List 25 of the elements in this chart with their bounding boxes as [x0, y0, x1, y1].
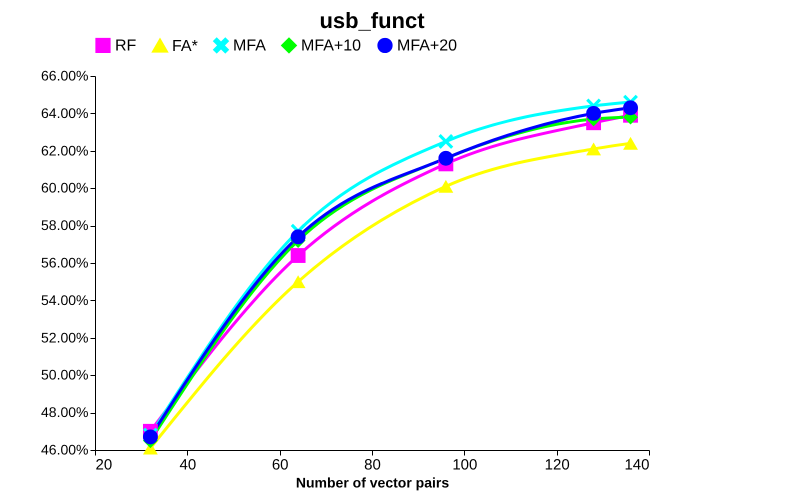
x-tick-label: 60	[272, 456, 289, 474]
legend-label: RF	[115, 37, 137, 54]
y-tick-label: 48.00%	[41, 404, 88, 420]
y-tick-label: 54.00%	[41, 292, 88, 308]
legend-label: MFA	[233, 37, 266, 54]
y-tick-label: 50.00%	[41, 366, 88, 383]
x-tick-label: 140	[624, 456, 650, 474]
y-tick-label: 46.00%	[41, 442, 88, 458]
legend-label: MFA+10	[301, 37, 362, 54]
x-tick-label: 100	[452, 456, 478, 474]
x-tick-label: 120	[544, 456, 570, 474]
x-axis-title: Number of vector pairs	[296, 474, 450, 490]
y-tick-label: 60.00%	[41, 180, 88, 196]
legend-label: MFA+20	[397, 37, 458, 54]
y-tick-label: 62.00%	[41, 142, 88, 158]
y-tick-label: 58.00%	[41, 217, 88, 234]
y-tick-label: 56.00%	[41, 254, 88, 270]
y-tick-label: 64.00%	[41, 104, 88, 121]
x-tick-label: 80	[364, 456, 381, 474]
y-tick-label: 66.00%	[41, 68, 88, 84]
x-tick-label: 40	[179, 456, 196, 474]
x-tick-label: 20	[96, 456, 112, 474]
chart-title: usb_funct	[319, 8, 426, 33]
y-tick-label: 52.00%	[41, 329, 88, 346]
legend-label: FA*	[172, 38, 198, 55]
